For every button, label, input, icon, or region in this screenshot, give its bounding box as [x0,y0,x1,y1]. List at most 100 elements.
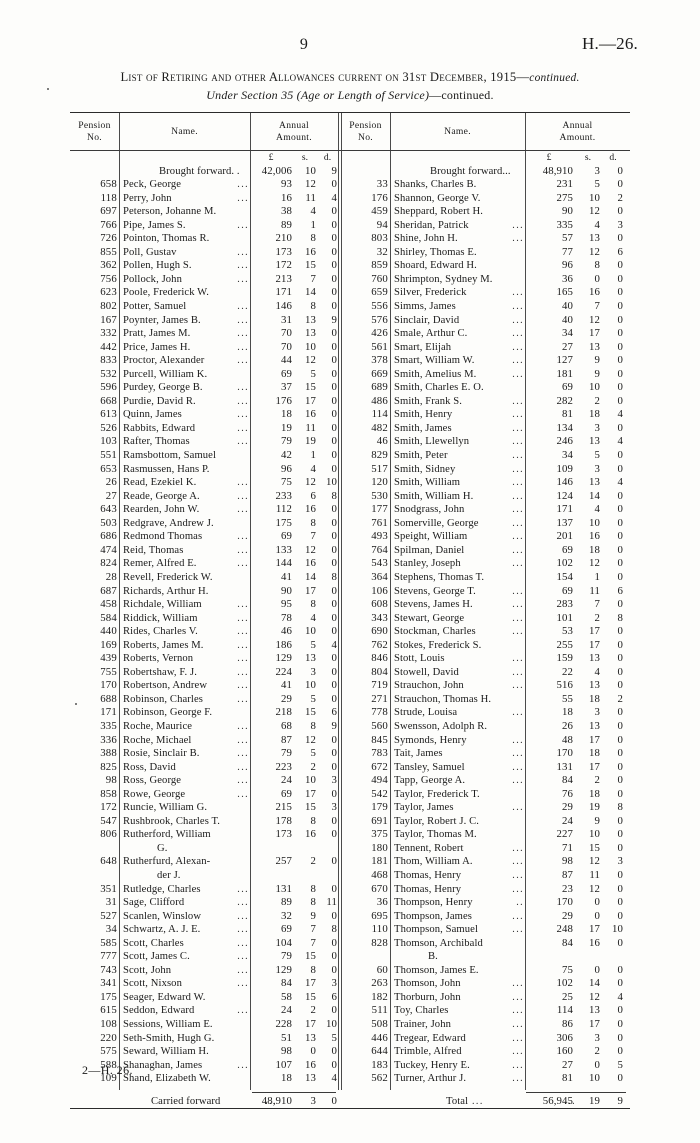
amount-pounds: 144 [275,557,292,570]
pension-number: 644 [371,1045,388,1058]
amount-pounds: 231 [556,178,573,191]
name-cell: Price, James H.... [123,341,249,355]
name-cell: Perry, John... [123,192,249,206]
amount-pounds: 23 [562,882,573,895]
amount-pence: 0 [617,205,623,218]
table-row: 833 Proctor, Alexander... 44 12 0 378 Smart, W… [70,354,630,368]
amount-pounds: 170 [556,747,573,760]
amount-pence: 0 [331,963,337,976]
amount-pounds: 81 [562,408,573,421]
pensioner-name: Rosie, Sinclair B. [123,748,200,760]
leader-dots: ... [512,924,524,936]
table-row: 108 Sessions, William E. 228 17 10 508 Trainer… [70,1018,630,1032]
table-row: 26 Read, Ezekiel K.... 75 12 10 120 Smith, Wil… [70,476,630,490]
amount-pounds: 89 [281,218,292,231]
amount-shillings: 13 [589,1004,600,1017]
amount-pence: 9 [331,313,337,326]
amount-pence: 0 [331,286,337,299]
amount-shillings: 0 [594,1058,600,1071]
pension-number: 31 [105,896,117,909]
leader-dots: ... [237,395,249,407]
pension-number: 439 [100,652,117,665]
leader-dots: ... [237,883,249,895]
name-cell: Potter, Samuel... [123,300,249,314]
pension-number: 695 [371,909,388,922]
amount-pounds: 69 [281,923,292,936]
amount-shillings: 9 [594,354,600,367]
table-row: 169 Roberts, James M.... 186 5 4 762 Stokes, F… [70,639,630,653]
amount-pounds: 86 [562,1018,573,1030]
amount-shillings: 0 [594,909,600,922]
amount-pence: 11 [326,896,337,909]
name-cell: Thompson, James... [394,910,524,924]
table-row: 802 Potter, Samuel... 146 8 0 556 Simms, James… [70,300,630,314]
amount-pence: 2 [617,692,623,705]
currency-symbol-row: £ s. d. £ s. d. [70,151,630,165]
amount-pounds: 96 [281,462,292,475]
amount-pence: 0 [617,462,623,475]
carried-forward-rule [252,1091,336,1093]
pension-number: 756 [100,272,117,285]
amount-pounds: 104 [275,936,292,949]
pensioner-name: Seward, William H. [123,1046,209,1058]
table-row: 220 Seth-Smith, Hugh G. 51 13 5 446 Tregear, E… [70,1032,630,1046]
pensioner-name: Riddick, William [123,612,198,624]
pension-number: 760 [371,272,388,285]
pension-number: 526 [100,421,117,434]
pensioner-name: Stevens, James H. [394,599,473,611]
name-cell: Taylor, Robert J. C. [394,815,524,829]
amount-pounds: 101 [556,611,573,624]
amount-pence: 0 [617,652,623,665]
leader-dots: ... [512,463,524,475]
name-cell: Taylor, Thomas M. [394,828,524,842]
amount-shillings: 12 [305,178,316,191]
amount-pence: 0 [617,719,623,732]
table-row: 653 Rasmussen, Hans P. 96 4 0 517 Smith, Sidne… [70,463,630,477]
pensioner-name: Schwartz, A. J. E. [123,924,201,936]
pensioner-name: Toy, Charles [394,1005,449,1017]
name-cell: Rasmussen, Hans P. [123,463,249,477]
pensioner-name: Smale, Arthur C. [394,328,468,340]
name-cell: Thompson, Henry.. [394,896,524,910]
amount-pence: 0 [331,259,337,272]
leader-dots: ... [237,666,249,678]
amount-shillings: 13 [305,1072,316,1085]
pensioner-name: Tapp, George A. [394,775,466,787]
table-row: 613 Quinn, James... 18 16 0 114 Smith, Henry..… [70,408,630,422]
amount-pounds: 75 [281,476,292,489]
amount-pence: 4 [331,1072,337,1085]
pensioner-name: Robertshaw, F. J. [123,666,198,678]
amount-pounds: 76 [562,787,573,800]
name-cell: Reade, George A.... [123,490,249,504]
pensioner-name: Scanlen, Winslow [123,910,202,922]
leader-dots: ... [237,314,249,326]
leader-dots: ... [512,680,524,692]
amount-shillings: 12 [589,245,600,258]
name-cell: Pipe, James S.... [123,219,249,233]
name-cell: Taylor, James... [394,801,524,815]
pension-number: 689 [371,381,388,394]
pensioner-name: Taylor, James [394,802,454,814]
pensioner-name: Stevens, George T. [394,585,476,597]
table-row: 172 Runcie, William G. 215 15 3 179 Taylor, Ja… [70,801,630,815]
name-cell: Smith, William H.... [394,490,524,504]
amount-pounds: 57 [562,232,573,245]
amount-pence: 10 [612,923,623,936]
amount-pounds: 172 [275,259,292,272]
amount-pence: 0 [331,408,337,421]
amount-pence: 0 [331,178,337,191]
amount-pence: 6 [331,706,337,719]
amount-shillings: 1 [310,449,316,462]
name-cell: Scott, Charles... [123,937,249,951]
amount-pounds: 40 [562,300,573,313]
amount-shillings: 10 [305,774,316,787]
amount-pounds: 160 [556,1045,573,1058]
amount-shillings: 5 [594,178,600,191]
amount-shillings: 16 [305,503,316,516]
amount-shillings: 7 [310,272,316,285]
amount-shillings: 11 [305,191,316,204]
name-cell: Thomson, John... [394,977,524,991]
pension-number: 364 [371,570,388,583]
pension-number: 542 [371,787,388,800]
amount-pence: 0 [331,421,337,434]
